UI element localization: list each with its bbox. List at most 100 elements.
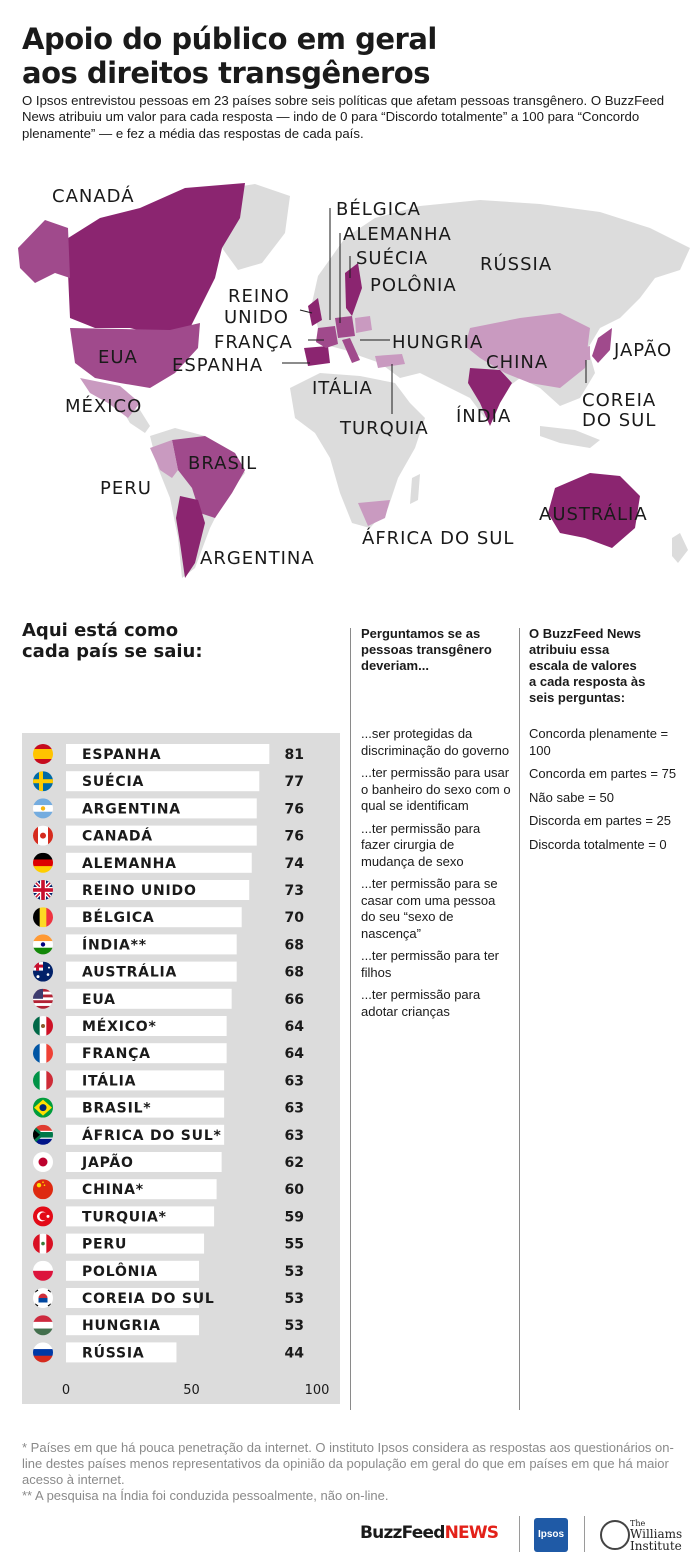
value-label: 63 bbox=[285, 1128, 304, 1144]
questions-heading-line: deveriam... bbox=[361, 658, 429, 673]
bar bbox=[66, 880, 250, 900]
questions-heading-line: pessoas transgênero bbox=[361, 642, 492, 657]
map-label-alemanha: ALEMANHA bbox=[343, 224, 452, 245]
bar bbox=[66, 907, 242, 928]
williams-line: The bbox=[630, 1519, 646, 1528]
questions-list: ...ser protegidas da discriminação do go… bbox=[361, 726, 511, 1026]
country-label: HUNGRIA bbox=[82, 1318, 161, 1334]
indonesia-shape bbox=[540, 426, 600, 448]
mexico-flag-icon bbox=[33, 1016, 53, 1036]
logo-bar: BuzzFeedNEWS Ipsos The Williams Institut… bbox=[0, 1512, 700, 1560]
chart-panel: ESPANHA 81 SUÉCIA 77 ARGENTINA 76 CANADÁ 76 ALEM… bbox=[22, 733, 340, 1404]
questions-heading-line: Perguntamos se as bbox=[361, 626, 481, 641]
country-label: JAPÃO bbox=[81, 1154, 134, 1171]
bar bbox=[66, 825, 257, 846]
bar bbox=[66, 1097, 225, 1118]
question-item: ...ter permissão para usar o banheiro do… bbox=[361, 765, 511, 813]
williams-line: Williams bbox=[630, 1527, 683, 1541]
canada-flag-icon bbox=[33, 825, 53, 846]
question-item: ...ter permissão para se casar com uma p… bbox=[361, 876, 498, 941]
value-label: 62 bbox=[285, 1155, 304, 1171]
france-flag-icon bbox=[33, 1043, 53, 1064]
map-label-coreia-2: DO SUL bbox=[582, 410, 656, 431]
value-label: 81 bbox=[285, 747, 304, 763]
scale-heading-line: seis perguntas: bbox=[529, 690, 626, 705]
x-tick-label: 50 bbox=[183, 1383, 200, 1398]
bar bbox=[66, 1260, 200, 1281]
central-europe-shape bbox=[335, 316, 355, 338]
question-item: ...ter permissão para adotar crianças bbox=[361, 987, 481, 1019]
country-label: ÁFRICA DO SUL* bbox=[82, 1127, 222, 1144]
scale-heading-line: escala de valores bbox=[529, 658, 637, 673]
title-line-2: aos direitos transgêneros bbox=[22, 56, 430, 90]
bar bbox=[66, 1179, 217, 1200]
russia-flag-icon bbox=[33, 1342, 53, 1363]
value-label: 64 bbox=[285, 1046, 305, 1062]
intro-text: O Ipsos entrevistou pessoas em 23 países… bbox=[22, 93, 665, 141]
country-label: EUA bbox=[82, 992, 116, 1008]
scale-item: Concorda em partes = 75 bbox=[529, 766, 677, 781]
bar-chart: ESPANHA 81 SUÉCIA 77 ARGENTINA 76 CANADÁ 76 ALEM… bbox=[33, 744, 329, 1398]
value-label: 63 bbox=[285, 1101, 304, 1117]
china-flag-icon bbox=[33, 1179, 53, 1200]
value-label: 66 bbox=[285, 992, 304, 1008]
questions-heading: Perguntamos se as pessoas transgênero de… bbox=[361, 626, 511, 674]
scale-heading-line: O BuzzFeed News bbox=[529, 626, 641, 641]
scale-item: Discorda em partes = 25 bbox=[529, 813, 671, 828]
scale-list: Concorda plenamente = 100 Concorda em pa… bbox=[529, 726, 689, 860]
value-label: 68 bbox=[285, 937, 304, 953]
map-label-africa-do-sul: ÁFRICA DO SUL bbox=[362, 527, 514, 549]
sweden-shape bbox=[345, 263, 362, 316]
value-label: 53 bbox=[285, 1264, 304, 1280]
brazil-flag-icon bbox=[33, 1097, 53, 1118]
uk-shape bbox=[308, 298, 322, 326]
belgium-flag-icon bbox=[33, 907, 53, 928]
brazil-shape bbox=[172, 436, 245, 518]
bar bbox=[66, 1315, 200, 1336]
scale-item: Discorda totalmente = 0 bbox=[529, 836, 667, 852]
scale-heading-line: a cada resposta às bbox=[529, 674, 646, 689]
country-label: ESPANHA bbox=[82, 747, 161, 763]
buzzfeed-logo-text: BuzzFeed bbox=[360, 1523, 445, 1543]
bar bbox=[66, 961, 237, 982]
scale-item: Concorda plenamente = 100 bbox=[529, 726, 669, 758]
map-label-espanha: ESPANHA bbox=[172, 355, 263, 376]
south-africa-shape bbox=[358, 500, 390, 526]
spain-shape bbox=[304, 346, 330, 366]
map-label-japao: JAPÃO bbox=[613, 339, 672, 361]
map-label-brasil: BRASIL bbox=[188, 453, 257, 474]
value-label: 73 bbox=[285, 883, 304, 899]
country-label: ARGENTINA bbox=[82, 801, 181, 817]
value-label: 76 bbox=[285, 801, 304, 817]
country-label: CHINA* bbox=[82, 1182, 144, 1198]
map-label-turquia: TURQUIA bbox=[339, 418, 429, 439]
madagascar-shape bbox=[410, 474, 420, 504]
country-label: TURQUIA* bbox=[82, 1209, 167, 1225]
scale-heading-line: atribuiu essa bbox=[529, 642, 610, 657]
country-label: FRANÇA bbox=[82, 1046, 151, 1062]
canada-shape bbox=[65, 183, 245, 338]
eurasia-shape bbox=[312, 200, 690, 418]
china-shape bbox=[465, 313, 590, 388]
country-label: PERU bbox=[82, 1237, 127, 1253]
argentina-flag-icon bbox=[33, 798, 53, 819]
bar bbox=[66, 1124, 225, 1145]
map-label-belgica: BÉLGICA bbox=[336, 198, 421, 220]
logo-separator bbox=[519, 1516, 520, 1552]
bar bbox=[66, 771, 260, 792]
chart-heading-line-2: cada país se saiu: bbox=[22, 641, 203, 662]
value-label: 60 bbox=[285, 1182, 305, 1198]
buzzfeed-news-logo: BuzzFeedNEWS bbox=[360, 1523, 499, 1543]
poland-shape bbox=[355, 316, 372, 333]
france-shape bbox=[316, 326, 338, 348]
map-label-reino-unido-1: REINO bbox=[228, 286, 290, 307]
title-line-1: Apoio do público em geral bbox=[22, 22, 437, 56]
map-label-coreia-1: COREIA bbox=[582, 390, 656, 411]
bar bbox=[66, 1233, 205, 1254]
india-flag-icon bbox=[33, 934, 53, 955]
value-label: 63 bbox=[285, 1073, 304, 1089]
value-label: 55 bbox=[285, 1237, 304, 1253]
map-label-hungria: HUNGRIA bbox=[392, 332, 483, 353]
country-label: ITÁLIA bbox=[82, 1072, 136, 1089]
williams-institute-logo: The Williams Institute bbox=[600, 1516, 690, 1556]
